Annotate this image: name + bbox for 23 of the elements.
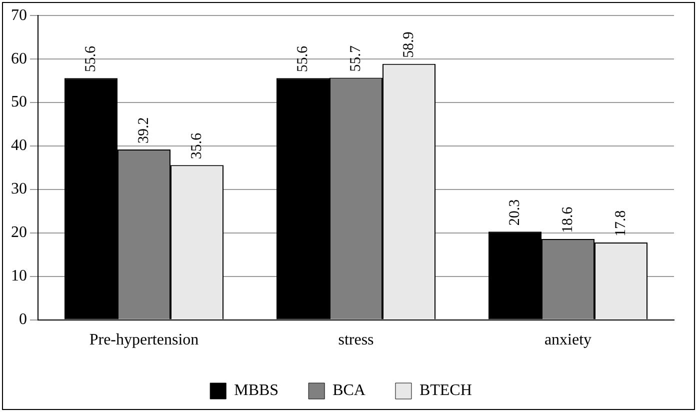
data-label: 18.6 xyxy=(560,206,576,233)
legend-label: BCA xyxy=(332,382,366,400)
legend-label: MBBS xyxy=(234,382,279,400)
y-tick-label: 0 xyxy=(19,311,27,328)
y-tick-label: 40 xyxy=(11,137,27,154)
data-label: 55.6 xyxy=(294,45,311,72)
y-tick-label: 10 xyxy=(11,268,27,285)
legend-label: BTECH xyxy=(419,382,472,400)
x-tick-label: stress xyxy=(338,332,374,349)
data-label: 58.9 xyxy=(400,32,417,58)
y-tick-label: 50 xyxy=(11,94,27,111)
data-label: 55.6 xyxy=(82,45,99,72)
data-label: 55.7 xyxy=(348,44,364,72)
y-tick-label: 60 xyxy=(11,50,27,68)
x-tick-label: Pre-hypertension xyxy=(89,332,199,349)
y-tick-label: 30 xyxy=(11,180,27,198)
data-label: 17.8 xyxy=(612,210,629,236)
x-tick-label: anxiety xyxy=(544,332,592,349)
data-label: 35.6 xyxy=(188,132,205,160)
data-label: 39.2 xyxy=(136,117,152,144)
y-tick-label: 70 xyxy=(11,6,27,24)
data-label: 20.3 xyxy=(506,199,523,226)
y-tick-label: 20 xyxy=(11,224,27,242)
